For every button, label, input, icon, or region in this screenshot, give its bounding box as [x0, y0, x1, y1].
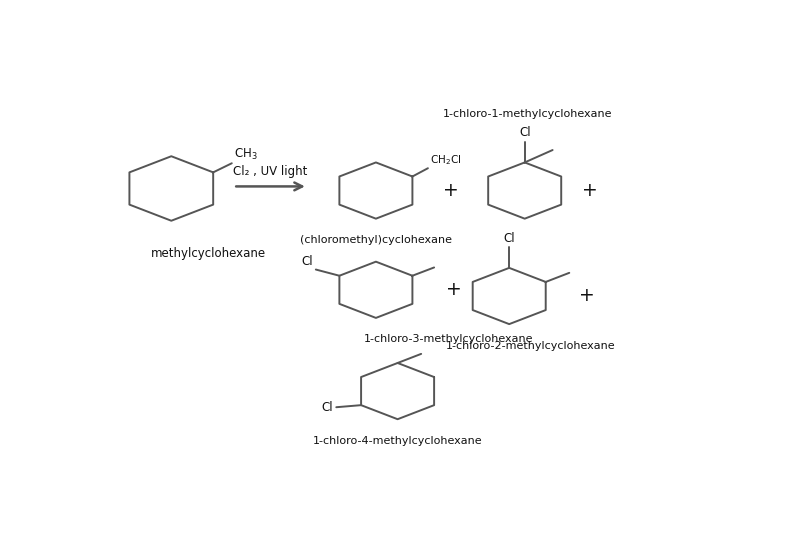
Text: Cl: Cl [503, 232, 515, 245]
Text: 1-chloro-1-methylcyclohexane: 1-chloro-1-methylcyclohexane [443, 109, 613, 119]
Text: Cl₂ , UV light: Cl₂ , UV light [234, 165, 308, 178]
Text: 1-chloro-2-methylcyclohexane: 1-chloro-2-methylcyclohexane [446, 340, 616, 351]
Text: Cl: Cl [519, 126, 530, 139]
Text: methylcyclohexane: methylcyclohexane [151, 247, 266, 260]
Text: CH$_3$: CH$_3$ [234, 147, 258, 162]
Text: CH$_2$Cl: CH$_2$Cl [430, 153, 461, 166]
Text: Cl: Cl [301, 255, 313, 268]
Text: Cl: Cl [322, 401, 333, 413]
Text: +: + [446, 280, 462, 299]
Text: 1-chloro-3-methylcyclohexane: 1-chloro-3-methylcyclohexane [363, 335, 533, 344]
Text: (chloromethyl)cyclohexane: (chloromethyl)cyclohexane [300, 235, 452, 245]
Text: +: + [579, 287, 594, 306]
Text: +: + [443, 181, 458, 200]
Text: +: + [582, 181, 598, 200]
Text: 1-chloro-4-methylcyclohexane: 1-chloro-4-methylcyclohexane [313, 436, 482, 446]
